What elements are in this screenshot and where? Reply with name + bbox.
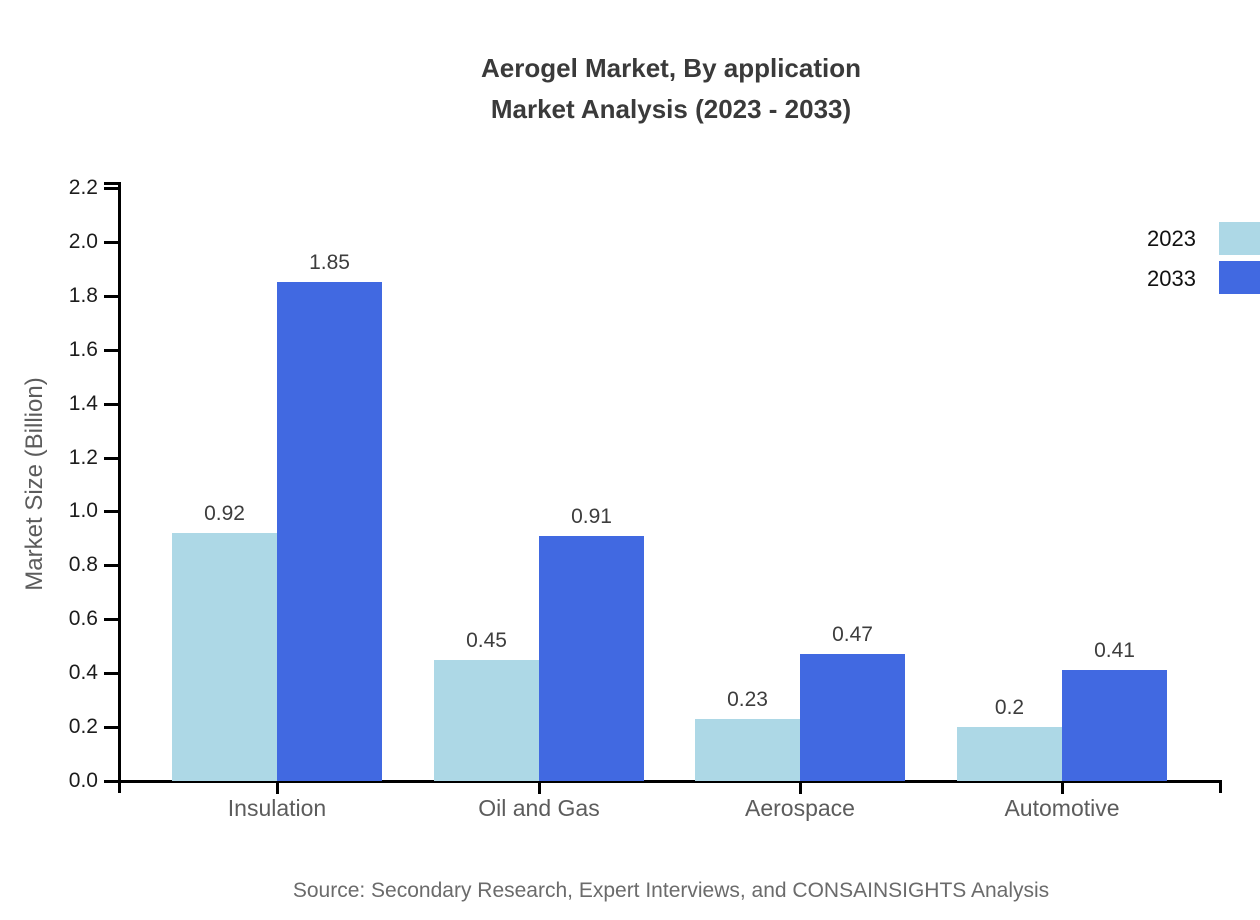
y-tick-label: 2.2 [68, 176, 98, 199]
bar-value-label: 0.45 [466, 629, 507, 652]
bar-2023-automotive [957, 727, 1062, 781]
chart-title-line-1: Aerogel Market, By application [481, 53, 861, 83]
y-tick [104, 618, 118, 621]
y-tick [104, 457, 118, 460]
y-tick-label: 1.8 [68, 284, 98, 307]
x-tick [538, 781, 541, 794]
y-tick-label: 0.6 [68, 607, 98, 630]
y-tick-label: 1.0 [68, 499, 98, 522]
y-tick-label: 1.2 [68, 446, 98, 469]
y-tick-label: 0.4 [68, 661, 98, 684]
source-note: Source: Secondary Research, Expert Inter… [292, 879, 1050, 902]
legend-label-2033: 2033 [1147, 266, 1196, 291]
bar-2023-aerospace [695, 719, 800, 781]
y-tick [104, 564, 118, 567]
category-label: Oil and Gas [478, 795, 600, 821]
bar-value-label: 0.2 [994, 696, 1025, 719]
y-tick-label: 1.4 [68, 392, 98, 415]
y-tick [104, 295, 118, 298]
legend-swatch-2033 [1219, 261, 1260, 294]
category-label: Aerospace [745, 795, 855, 821]
bar-2033-insulation [277, 282, 382, 781]
x-tick [799, 781, 802, 794]
x-tick [276, 781, 279, 794]
y-tick [104, 510, 118, 513]
bar-2023-oil-and-gas [434, 660, 539, 781]
bar-value-label: 0.91 [571, 505, 612, 528]
y-tick [104, 349, 118, 352]
x-axis-end-tick [1219, 781, 1222, 793]
y-tick [104, 672, 118, 675]
category-label: Automotive [1004, 795, 1120, 821]
y-tick-label: 0.0 [68, 769, 98, 792]
bar-2033-aerospace [800, 654, 905, 781]
y-axis-spine [118, 182, 121, 793]
legend-label-2023: 2023 [1147, 226, 1196, 251]
x-axis-spine [117, 780, 1222, 783]
y-tick-label: 1.6 [68, 338, 98, 361]
bar-2033-automotive [1062, 670, 1167, 781]
y-tick-label: 2.0 [68, 230, 98, 253]
bar-value-label: 0.41 [1094, 639, 1135, 662]
y-tick [104, 726, 118, 729]
x-tick [1061, 781, 1064, 794]
bar-value-label: 0.47 [832, 623, 873, 646]
bar-2033-oil-and-gas [539, 536, 644, 781]
chart-title: Aerogel Market, By application Market An… [120, 48, 1222, 130]
chart-title-line-2: Market Analysis (2023 - 2033) [490, 94, 852, 124]
y-tick [104, 241, 118, 244]
bar-2023-insulation [172, 533, 277, 781]
y-tick-label: 0.8 [68, 553, 98, 576]
category-label: Insulation [227, 795, 327, 821]
y-tick [104, 187, 118, 190]
y-tick [104, 780, 118, 783]
bar-value-label: 0.23 [727, 688, 768, 711]
legend-swatch-2023 [1219, 222, 1260, 255]
y-tick [104, 403, 118, 406]
y-tick-label: 0.2 [68, 715, 98, 738]
bar-value-label: 0.92 [204, 502, 245, 525]
bar-value-label: 1.85 [309, 251, 350, 274]
y-axis-top-cap [104, 182, 118, 185]
